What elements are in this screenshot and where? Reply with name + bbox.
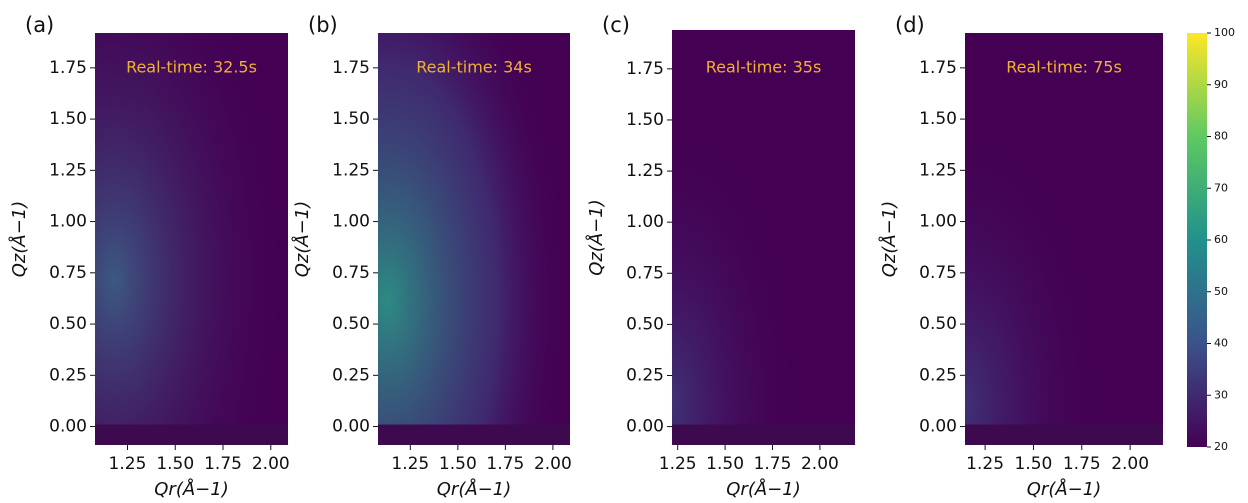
y-tick-label: 0.00 xyxy=(919,417,957,437)
y-tick-label: 1.25 xyxy=(49,160,87,180)
colorbar-tick-label: 70 xyxy=(1214,181,1228,194)
colorbar-tick-label: 20 xyxy=(1214,440,1228,453)
y-tick-label: 0.50 xyxy=(919,314,957,334)
x-tick-label: 1.50 xyxy=(1015,454,1053,474)
y-tick-label: 0.75 xyxy=(49,263,87,283)
annotation: Real-time: 32.5s xyxy=(126,58,257,77)
y-tick-label: 0.25 xyxy=(919,365,957,385)
x-tick-label: 2.00 xyxy=(801,454,839,474)
annotation: Real-time: 34s xyxy=(416,58,532,77)
x-tick-label: 1.25 xyxy=(391,454,429,474)
heatmap-glow xyxy=(965,33,1163,445)
panel-label: (d) xyxy=(895,13,925,37)
colorbar-tick-label: 90 xyxy=(1214,78,1228,91)
y-tick-label: 1.50 xyxy=(626,110,664,130)
y-tick-label: 1.75 xyxy=(626,59,664,79)
x-tick-label: 1.50 xyxy=(156,454,194,474)
y-tick-label: 1.75 xyxy=(49,58,87,78)
x-tick-label: 1.75 xyxy=(486,454,524,474)
panel-label: (c) xyxy=(602,13,630,37)
y-tick-label: 1.50 xyxy=(332,109,370,129)
x-tick-label: 1.50 xyxy=(706,454,744,474)
y-tick-label: 1.75 xyxy=(919,58,957,78)
y-tick-label: 0.50 xyxy=(49,314,87,334)
y-tick-label: 1.00 xyxy=(919,212,957,232)
y-axis-label: Qz(Å−1) xyxy=(878,201,900,278)
y-tick-label: 1.25 xyxy=(626,161,664,181)
colorbar-tick-label: 80 xyxy=(1214,130,1228,143)
x-axis-label: Qr(Å−1) xyxy=(437,478,511,500)
annotation: Real-time: 35s xyxy=(706,58,822,77)
beam-stop xyxy=(965,424,1163,445)
y-tick-label: 1.25 xyxy=(919,160,957,180)
colorbar-tick-label: 50 xyxy=(1214,285,1228,298)
y-axis-label: Qz(Å−1) xyxy=(8,201,30,278)
y-tick-label: 1.00 xyxy=(626,212,664,232)
x-tick-label: 1.75 xyxy=(1063,454,1101,474)
x-axis-label: Qr(Å−1) xyxy=(154,478,228,500)
x-tick-label: 2.00 xyxy=(252,454,290,474)
y-tick-label: 1.25 xyxy=(332,160,370,180)
x-tick-label: 1.75 xyxy=(754,454,792,474)
x-axis-label: Qr(Å−1) xyxy=(1027,478,1101,500)
panel-label: (a) xyxy=(25,13,54,37)
y-tick-label: 1.00 xyxy=(49,212,87,232)
x-axis-label: Qr(Å−1) xyxy=(726,478,800,500)
y-tick-label: 1.50 xyxy=(49,109,87,129)
x-tick-label: 1.50 xyxy=(439,454,477,474)
beam-stop xyxy=(378,424,570,445)
y-tick-label: 0.25 xyxy=(49,365,87,385)
heatmap-glow xyxy=(378,33,570,445)
y-tick-label: 0.25 xyxy=(626,365,664,385)
y-tick-label: 0.00 xyxy=(626,417,664,437)
y-tick-label: 0.00 xyxy=(49,417,87,437)
x-tick-label: 1.75 xyxy=(204,454,242,474)
colorbar-tick-label: 40 xyxy=(1214,337,1228,350)
y-tick-label: 1.50 xyxy=(919,109,957,129)
y-tick-label: 0.00 xyxy=(332,417,370,437)
y-tick-label: 0.75 xyxy=(626,263,664,283)
x-tick-label: 1.25 xyxy=(966,454,1004,474)
x-tick-label: 2.00 xyxy=(1111,454,1149,474)
heatmap-glow xyxy=(95,33,288,445)
y-tick-label: 0.75 xyxy=(332,263,370,283)
x-tick-label: 1.25 xyxy=(109,454,147,474)
y-tick-label: 1.75 xyxy=(332,58,370,78)
y-tick-label: 0.50 xyxy=(332,314,370,334)
y-tick-label: 0.50 xyxy=(626,314,664,334)
x-tick-label: 1.25 xyxy=(659,454,697,474)
beam-stop xyxy=(672,424,855,445)
y-axis-label: Qz(Å−1) xyxy=(585,199,607,276)
annotation: Real-time: 75s xyxy=(1006,58,1122,77)
panel-label: (b) xyxy=(308,13,338,37)
x-tick-label: 2.00 xyxy=(534,454,572,474)
colorbar-tick-label: 60 xyxy=(1214,233,1228,246)
heatmap-glow xyxy=(672,30,855,445)
colorbar xyxy=(1187,33,1207,447)
y-axis-label: Qz(Å−1) xyxy=(291,201,313,278)
colorbar-tick-label: 30 xyxy=(1214,388,1228,401)
y-tick-label: 0.75 xyxy=(919,263,957,283)
colorbar-tick-label: 100 xyxy=(1214,26,1235,39)
beam-stop xyxy=(95,424,288,445)
y-tick-label: 0.25 xyxy=(332,365,370,385)
y-tick-label: 1.00 xyxy=(332,212,370,232)
